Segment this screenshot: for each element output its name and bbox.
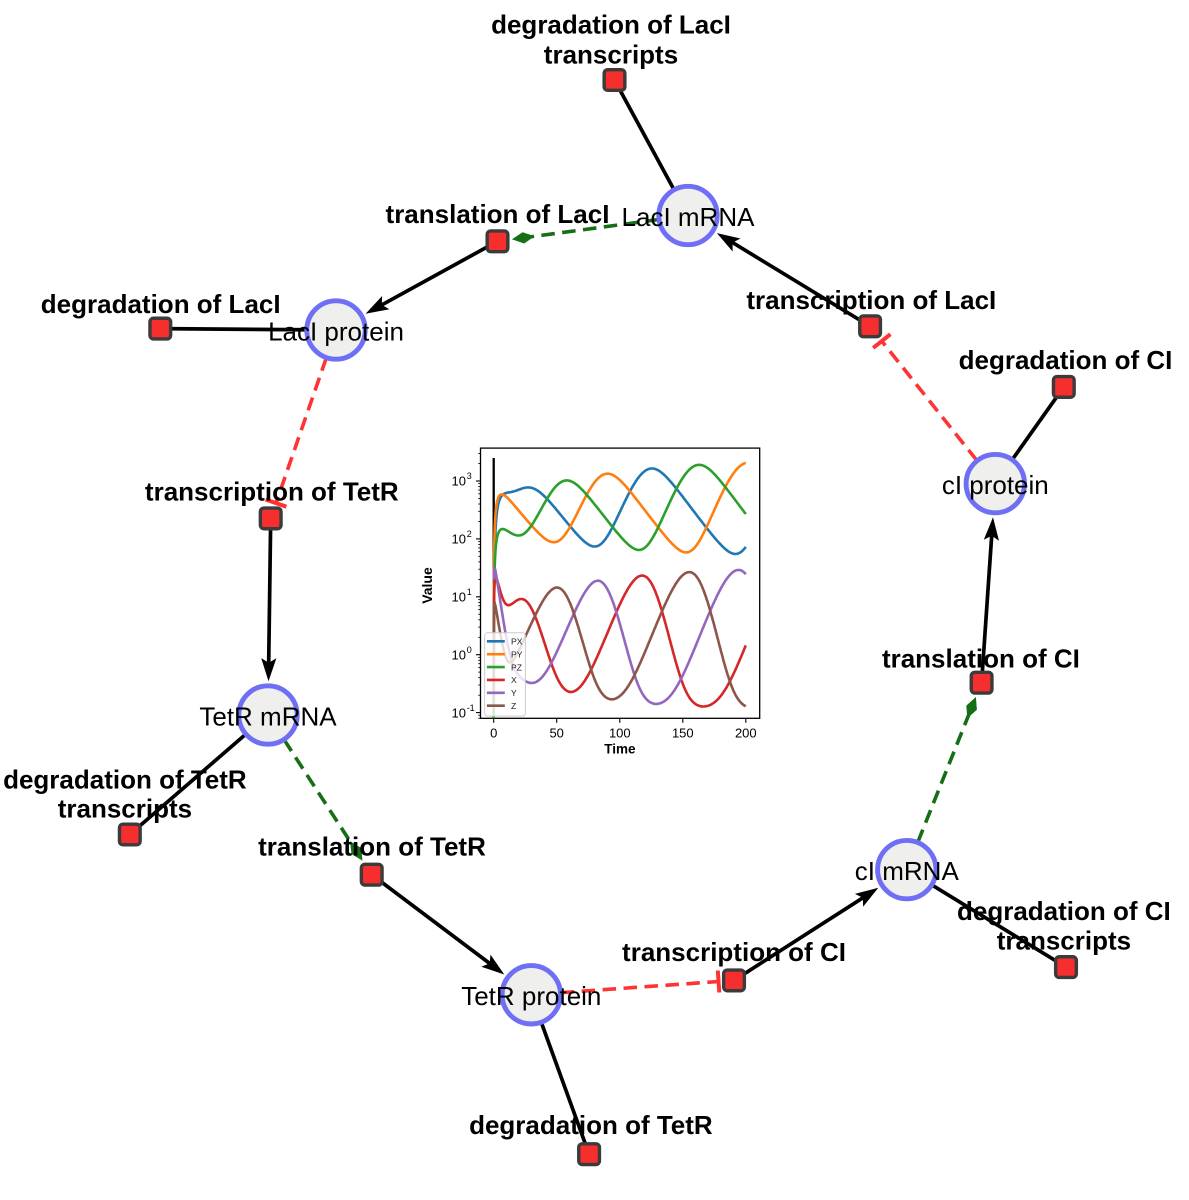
svg-text:200: 200 (735, 726, 757, 741)
svg-text:translation of TetR: translation of TetR (258, 832, 486, 862)
svg-text:10: 10 (452, 705, 466, 720)
svg-text:Value: Value (419, 567, 435, 604)
svg-text:Time: Time (604, 742, 636, 757)
svg-text:translation of CI: translation of CI (882, 644, 1080, 674)
svg-text:transcription of CI: transcription of CI (622, 937, 846, 967)
svg-text:10: 10 (452, 474, 466, 489)
svg-text:degradation of TetR: degradation of TetR (469, 1110, 713, 1140)
svg-text:degradation of LacI: degradation of LacI (41, 289, 281, 319)
svg-text:-1: -1 (467, 703, 475, 713)
svg-text:degradation of CI: degradation of CI (959, 345, 1173, 375)
svg-text:transcription of LacI: transcription of LacI (746, 285, 996, 315)
svg-text:LacI mRNA: LacI mRNA (622, 202, 756, 232)
svg-text:degradation of LacI: degradation of LacI (491, 9, 731, 39)
svg-text:0: 0 (467, 645, 472, 655)
svg-text:cI protein: cI protein (942, 470, 1049, 500)
svg-text:PX: PX (511, 637, 523, 647)
svg-text:degradation of TetR: degradation of TetR (3, 765, 247, 795)
svg-text:Z: Z (511, 701, 516, 711)
svg-text:10: 10 (452, 532, 466, 547)
svg-text:10: 10 (452, 647, 466, 662)
svg-text:degradation of CI: degradation of CI (957, 896, 1171, 926)
svg-text:50: 50 (549, 726, 563, 741)
svg-text:Y: Y (511, 688, 517, 698)
svg-text:TetR protein: TetR protein (461, 981, 601, 1011)
svg-text:LacI protein: LacI protein (268, 316, 404, 346)
svg-text:PY: PY (511, 649, 523, 659)
svg-text:150: 150 (672, 726, 694, 741)
svg-text:translation of LacI: translation of LacI (386, 199, 610, 229)
svg-text:transcription of TetR: transcription of TetR (145, 477, 399, 507)
svg-text:0: 0 (490, 726, 497, 741)
svg-text:2: 2 (467, 529, 472, 539)
svg-text:transcripts: transcripts (544, 39, 678, 69)
svg-text:transcripts: transcripts (997, 926, 1131, 956)
svg-text:transcripts: transcripts (58, 794, 192, 824)
svg-text:TetR mRNA: TetR mRNA (199, 701, 337, 731)
svg-text:cI mRNA: cI mRNA (855, 856, 960, 886)
svg-text:3: 3 (467, 471, 472, 481)
svg-text:PZ: PZ (511, 662, 522, 672)
svg-text:100: 100 (609, 726, 631, 741)
svg-text:1: 1 (467, 587, 472, 597)
svg-text:10: 10 (452, 590, 466, 605)
svg-text:X: X (511, 675, 517, 685)
